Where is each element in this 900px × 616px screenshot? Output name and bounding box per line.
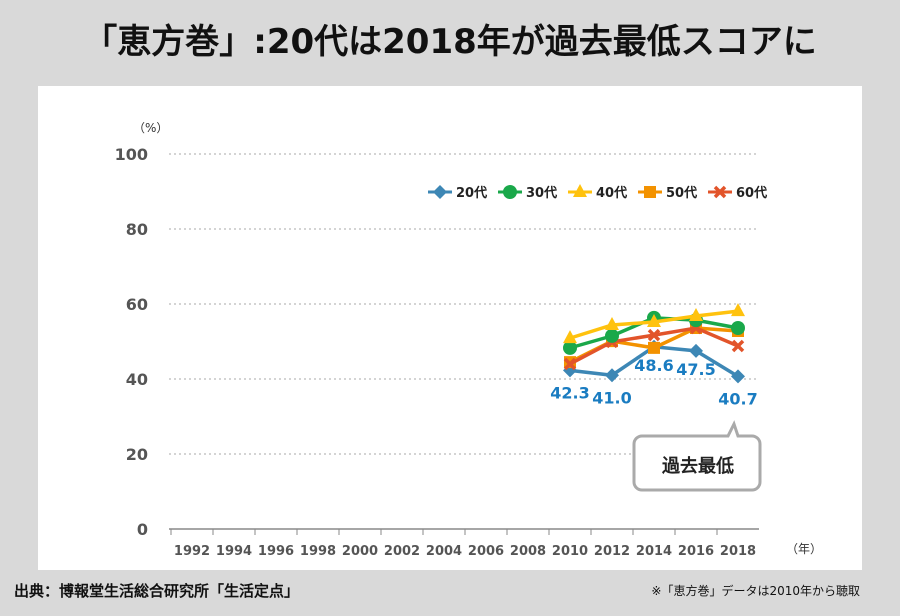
y-tick-label: 20 bbox=[126, 445, 148, 464]
x-tick-label: 2016 bbox=[678, 544, 714, 559]
x-tick-label: 2004 bbox=[426, 544, 462, 559]
x-tick-label: 2008 bbox=[510, 544, 546, 559]
marker-point bbox=[563, 357, 577, 371]
marker-point bbox=[648, 341, 660, 354]
data-label: 47.5 bbox=[676, 360, 715, 379]
page-title: 「恵方巻」:20代は2018年が過去最低スコアに bbox=[83, 22, 817, 62]
marker-point bbox=[433, 185, 447, 199]
y-tick-label: 80 bbox=[126, 220, 148, 239]
x-tick-label: 1998 bbox=[300, 544, 336, 559]
x-tick-label: 2002 bbox=[384, 544, 420, 559]
x-tick-label: 2010 bbox=[552, 544, 588, 559]
y-unit-label: （%） bbox=[133, 121, 168, 135]
callout-bubble bbox=[632, 420, 762, 492]
marker-point bbox=[605, 368, 619, 383]
marker-point bbox=[563, 340, 577, 355]
data-label: 41.0 bbox=[592, 388, 631, 407]
legend-label: 20代 bbox=[456, 185, 487, 201]
marker-point bbox=[605, 317, 619, 330]
y-tick-label: 40 bbox=[126, 370, 148, 389]
x-unit-label: （年） bbox=[786, 542, 822, 556]
marker-point bbox=[605, 328, 619, 343]
callout-text: 過去最低 bbox=[662, 455, 734, 477]
y-tick-label: 100 bbox=[115, 145, 148, 164]
marker-point bbox=[689, 343, 703, 358]
marker-point bbox=[647, 328, 661, 342]
x-tick-label: 2018 bbox=[720, 544, 756, 559]
y-tick-label: 60 bbox=[126, 295, 148, 314]
marker-point bbox=[731, 369, 745, 384]
x-tick-label: 2000 bbox=[342, 544, 378, 559]
legend-label: 50代 bbox=[666, 185, 697, 201]
y-tick-label: 0 bbox=[137, 520, 148, 539]
data-label: 48.6 bbox=[634, 356, 673, 375]
marker-point bbox=[713, 185, 727, 199]
marker-point bbox=[731, 303, 745, 317]
marker-point bbox=[503, 185, 517, 199]
x-tick-label: 2006 bbox=[468, 544, 504, 559]
legend-label: 30代 bbox=[526, 185, 557, 201]
marker-point bbox=[644, 186, 656, 198]
legend-label: 60代 bbox=[736, 185, 767, 201]
source-text: 出典：博報堂生活総合研究所「生活定点」 bbox=[14, 582, 300, 600]
marker-point bbox=[689, 308, 703, 321]
chart-panel: （%） 0 20 40 60 80 100 1992 1994 1996 1998 2000 2002 2… bbox=[38, 86, 862, 570]
x-tick-label: 2014 bbox=[636, 544, 672, 559]
data-label: 42.3 bbox=[550, 383, 589, 402]
x-tick-label: 1994 bbox=[216, 544, 252, 559]
marker-point bbox=[731, 321, 745, 335]
x-tick-label: 1992 bbox=[174, 544, 210, 559]
marker-point bbox=[647, 314, 661, 327]
marker-point bbox=[573, 184, 587, 197]
legend-label: 40代 bbox=[596, 185, 627, 201]
footnote: ※「恵方巻」データは2010年から聴取 bbox=[651, 584, 860, 598]
x-tick-label: 1996 bbox=[258, 544, 294, 559]
data-label: 40.7 bbox=[718, 389, 757, 408]
marker-point bbox=[731, 339, 745, 353]
x-tick-label: 2012 bbox=[594, 544, 630, 559]
marker-point bbox=[563, 330, 577, 344]
line-chart: （%） 0 20 40 60 80 100 1992 1994 1996 1998 2000 2002 2… bbox=[115, 121, 822, 559]
